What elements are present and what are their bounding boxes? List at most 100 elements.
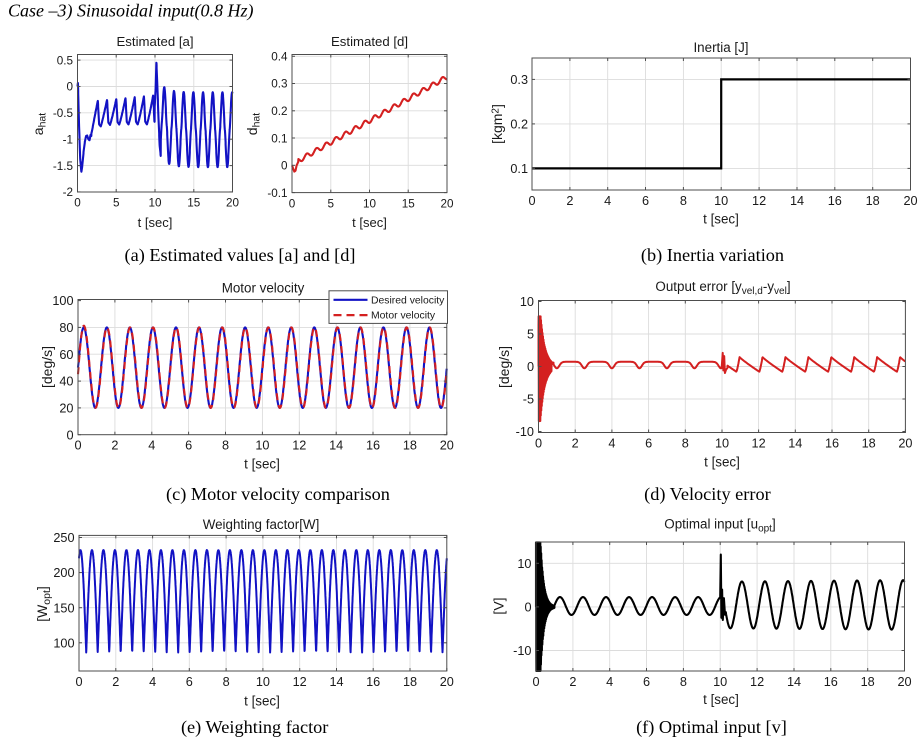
svg-text:4: 4 (604, 194, 611, 208)
svg-text:8: 8 (223, 675, 230, 689)
svg-text:[deg/s]: [deg/s] (496, 346, 512, 388)
svg-text:10: 10 (256, 675, 270, 689)
svg-text:100: 100 (52, 294, 73, 308)
svg-text:-10: -10 (513, 644, 531, 658)
svg-text:18: 18 (866, 194, 880, 208)
svg-text:16: 16 (366, 675, 380, 689)
svg-text:16: 16 (828, 194, 842, 208)
svg-text:Inertia [J]: Inertia [J] (693, 40, 748, 55)
svg-text:18: 18 (862, 437, 876, 451)
svg-text:[kgm2]: [kgm2] (489, 104, 505, 144)
svg-text:-2: -2 (63, 186, 73, 199)
svg-text:5: 5 (527, 328, 534, 342)
svg-text:200: 200 (53, 566, 74, 580)
svg-text:Weighting factor[W]: Weighting factor[W] (203, 517, 320, 532)
svg-text:250: 250 (53, 531, 74, 545)
svg-text:40: 40 (59, 375, 73, 389)
svg-text:150: 150 (53, 601, 74, 615)
svg-text:2: 2 (569, 675, 576, 689)
svg-text:0: 0 (535, 437, 542, 451)
svg-text:5: 5 (113, 197, 120, 210)
svg-text:0.2: 0.2 (271, 105, 287, 118)
svg-text:t [sec]: t [sec] (138, 215, 173, 230)
svg-text:[V]: [V] (491, 597, 507, 614)
svg-text:10: 10 (255, 439, 269, 453)
svg-text:t [sec]: t [sec] (703, 692, 739, 707)
svg-text:0: 0 (532, 675, 539, 689)
svg-text:15: 15 (402, 197, 416, 210)
svg-text:-10: -10 (516, 425, 534, 439)
svg-text:60: 60 (59, 348, 73, 362)
svg-text:4: 4 (149, 675, 156, 689)
svg-text:10: 10 (517, 557, 531, 571)
svg-text:8: 8 (682, 437, 689, 451)
svg-text:6: 6 (185, 439, 192, 453)
svg-text:0: 0 (66, 428, 73, 442)
svg-text:-0.5: -0.5 (53, 107, 74, 120)
svg-text:4: 4 (606, 675, 613, 689)
svg-text:6: 6 (186, 675, 193, 689)
svg-text:0.2: 0.2 (510, 118, 528, 132)
svg-text:2: 2 (566, 194, 573, 208)
svg-text:15: 15 (187, 197, 201, 210)
svg-text:0: 0 (524, 601, 531, 615)
svg-text:14: 14 (329, 439, 343, 453)
svg-text:0.3: 0.3 (510, 73, 528, 87)
svg-text:2: 2 (572, 437, 579, 451)
svg-text:-0.1: -0.1 (267, 187, 287, 200)
svg-text:t [sec]: t [sec] (244, 457, 280, 472)
svg-text:12: 12 (293, 675, 307, 689)
svg-text:t [sec]: t [sec] (244, 694, 280, 709)
svg-text:18: 18 (861, 675, 875, 689)
svg-text:10: 10 (713, 675, 727, 689)
svg-text:-1: -1 (63, 133, 73, 146)
svg-text:0: 0 (528, 194, 535, 208)
svg-text:20: 20 (440, 675, 454, 689)
svg-text:12: 12 (292, 439, 306, 453)
svg-text:10: 10 (520, 295, 534, 309)
svg-text:14: 14 (790, 194, 804, 208)
svg-text:Optimal input [uopt]: Optimal input [uopt] (664, 517, 775, 535)
svg-text:0: 0 (74, 439, 81, 453)
svg-text:0.4: 0.4 (271, 51, 288, 64)
svg-text:Desired velocity: Desired velocity (371, 295, 445, 306)
svg-text:4: 4 (148, 439, 155, 453)
svg-text:10: 10 (148, 197, 162, 210)
svg-text:8: 8 (222, 439, 229, 453)
svg-text:0: 0 (74, 197, 81, 210)
svg-text:2: 2 (112, 675, 119, 689)
svg-text:Case –3) Sinusoidal input(0.8: Case –3) Sinusoidal input(0.8 Hz) (8, 1, 254, 22)
svg-text:t [sec]: t [sec] (703, 212, 739, 227)
svg-text:18: 18 (403, 675, 417, 689)
svg-text:(e) Weighting factor: (e) Weighting factor (181, 717, 328, 738)
svg-text:12: 12 (750, 675, 764, 689)
svg-text:14: 14 (788, 437, 802, 451)
svg-text:14: 14 (787, 675, 801, 689)
svg-text:0: 0 (66, 81, 73, 94)
svg-text:100: 100 (53, 636, 74, 650)
svg-text:6: 6 (643, 675, 650, 689)
svg-text:0.3: 0.3 (271, 78, 287, 91)
svg-text:20: 20 (897, 675, 911, 689)
svg-text:10: 10 (363, 197, 377, 210)
svg-text:8: 8 (680, 194, 687, 208)
svg-text:0.5: 0.5 (57, 54, 74, 67)
svg-text:(c) Motor velocity comparison: (c) Motor velocity comparison (166, 484, 390, 505)
svg-text:20: 20 (898, 437, 912, 451)
svg-text:0: 0 (281, 160, 288, 173)
svg-text:4: 4 (608, 437, 615, 451)
svg-text:0.1: 0.1 (271, 132, 287, 145)
svg-text:t [sec]: t [sec] (704, 455, 740, 470)
svg-text:(a) Estimated values [a] and [: (a) Estimated values [a] and [d] (125, 245, 356, 266)
svg-text:16: 16 (824, 675, 838, 689)
svg-text:Motor velocity: Motor velocity (222, 281, 305, 296)
svg-text:12: 12 (752, 194, 766, 208)
svg-text:18: 18 (403, 439, 417, 453)
svg-text:-1.5: -1.5 (53, 160, 74, 173)
svg-text:20: 20 (440, 439, 454, 453)
svg-text:2: 2 (111, 439, 118, 453)
svg-text:20: 20 (903, 194, 917, 208)
svg-text:[deg/s]: [deg/s] (39, 346, 55, 388)
svg-text:Estimated [d]: Estimated [d] (331, 34, 408, 49)
svg-text:t [sec]: t [sec] (352, 215, 387, 230)
